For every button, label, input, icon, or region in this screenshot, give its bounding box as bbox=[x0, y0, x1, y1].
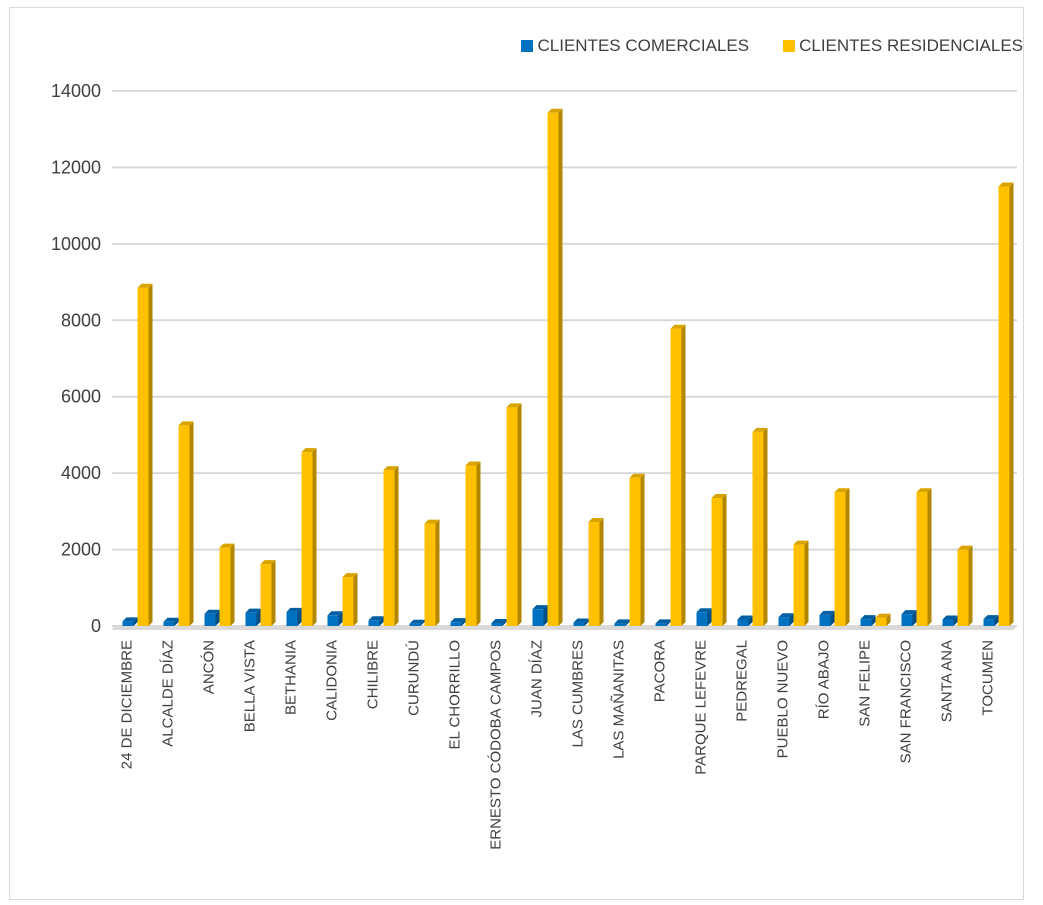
bar-comerciales bbox=[942, 615, 958, 626]
bar-residenciales bbox=[219, 543, 235, 626]
x-category-label: RÍO ABAJO bbox=[816, 640, 833, 719]
bar-residenciales bbox=[752, 427, 768, 626]
x-category-label: JUAN DÍAZ bbox=[529, 640, 546, 718]
bar-comerciales bbox=[655, 619, 671, 626]
bar-residenciales bbox=[506, 403, 522, 626]
y-tick-label: 2000 bbox=[61, 540, 101, 560]
bar-comerciales bbox=[409, 619, 425, 626]
bar-comerciales bbox=[163, 617, 179, 626]
chart-legend: CLIENTES COMERCIALES CLIENTES RESIDENCIA… bbox=[521, 36, 1023, 56]
x-category-label: SAN FRANCISCO bbox=[898, 640, 915, 763]
bar-comerciales bbox=[983, 615, 999, 626]
x-category-label: PARQUE LEFEVRE bbox=[693, 640, 710, 775]
bar-residenciales bbox=[957, 545, 973, 626]
x-category-label: PEDREGAL bbox=[734, 640, 751, 722]
bar-residenciales bbox=[711, 493, 727, 626]
bar-comerciales bbox=[778, 613, 794, 626]
x-category-label: PACORA bbox=[652, 640, 669, 702]
legend-item-comerciales: CLIENTES COMERCIALES bbox=[521, 36, 749, 56]
bar-comerciales bbox=[573, 618, 589, 626]
bar-comerciales bbox=[819, 610, 835, 626]
bar-residenciales bbox=[547, 108, 563, 626]
bar-comerciales bbox=[491, 618, 507, 626]
x-category-label: CURUNDÚ bbox=[406, 640, 423, 716]
bar-comerciales bbox=[286, 607, 302, 626]
x-category-label: LAS MAÑANITAS bbox=[611, 640, 628, 759]
y-tick-label: 8000 bbox=[61, 310, 101, 330]
bar-residenciales bbox=[916, 488, 932, 626]
bar-residenciales bbox=[383, 466, 399, 626]
y-tick-label: 14000 bbox=[51, 81, 101, 101]
x-category-label: TOCUMEN bbox=[980, 640, 997, 716]
bar-comerciales bbox=[450, 618, 466, 626]
bar-comerciales bbox=[737, 615, 753, 626]
x-category-label: CHILIBRE bbox=[365, 640, 382, 709]
x-category-label: CALIDONIA bbox=[324, 640, 341, 721]
legend-label-residenciales: CLIENTES RESIDENCIALES bbox=[799, 36, 1023, 55]
y-tick-label: 6000 bbox=[61, 387, 101, 407]
bar-residenciales bbox=[629, 473, 645, 626]
legend-swatch-comerciales bbox=[521, 40, 534, 52]
x-category-label: EL CHORRILLO bbox=[447, 640, 464, 749]
bar-residenciales bbox=[178, 421, 194, 626]
x-category-label: 24 DE DICIEMBRE bbox=[119, 640, 136, 769]
bar-comerciales bbox=[122, 617, 138, 626]
bar-residenciales bbox=[342, 573, 358, 626]
x-category-label: ERNESTO CÓDOBA CAMPOS bbox=[488, 640, 505, 850]
bar-residenciales bbox=[670, 324, 686, 626]
bar-residenciales bbox=[465, 461, 481, 626]
x-category-label: PUEBLO NUEVO bbox=[775, 640, 792, 758]
chart-floor bbox=[111, 626, 1017, 630]
x-category-label: BELLA VISTA bbox=[242, 640, 259, 732]
bar-comerciales bbox=[901, 610, 917, 626]
legend-item-residenciales: CLIENTES RESIDENCIALES bbox=[783, 36, 1023, 56]
bar-residenciales bbox=[793, 540, 809, 626]
x-category-label: ANCÓN bbox=[201, 640, 218, 694]
x-category-label: BETHANIA bbox=[283, 640, 300, 715]
bar-residenciales bbox=[137, 283, 153, 626]
bar-comerciales bbox=[327, 611, 343, 626]
bar-comerciales bbox=[532, 605, 548, 626]
bar-residenciales bbox=[834, 488, 850, 626]
x-category-label: LAS CUMBRES bbox=[570, 640, 587, 748]
legend-label-comerciales: CLIENTES COMERCIALES bbox=[537, 36, 750, 55]
y-tick-label: 10000 bbox=[51, 234, 101, 254]
x-category-label: SAN FELIPE bbox=[857, 640, 874, 727]
bar-comerciales bbox=[368, 616, 384, 626]
y-tick-label: 4000 bbox=[61, 463, 101, 483]
bar-residenciales bbox=[875, 613, 891, 626]
y-tick-label: 0 bbox=[91, 616, 101, 636]
legend-swatch-residenciales bbox=[783, 40, 796, 52]
bar-comerciales bbox=[614, 619, 630, 626]
bar-residenciales bbox=[260, 560, 276, 626]
bar-comerciales bbox=[245, 608, 261, 626]
x-category-label: ALCALDE DÍAZ bbox=[160, 640, 177, 747]
bar-residenciales bbox=[301, 448, 317, 626]
y-tick-label: 12000 bbox=[51, 157, 101, 177]
bar-comerciales bbox=[860, 615, 876, 626]
bar-residenciales bbox=[588, 518, 604, 626]
bar-comerciales bbox=[204, 609, 220, 626]
bar-residenciales bbox=[424, 519, 440, 626]
x-category-label: SANTA ANA bbox=[939, 640, 956, 722]
bar-comerciales bbox=[696, 608, 712, 626]
bar-residenciales bbox=[998, 182, 1014, 627]
